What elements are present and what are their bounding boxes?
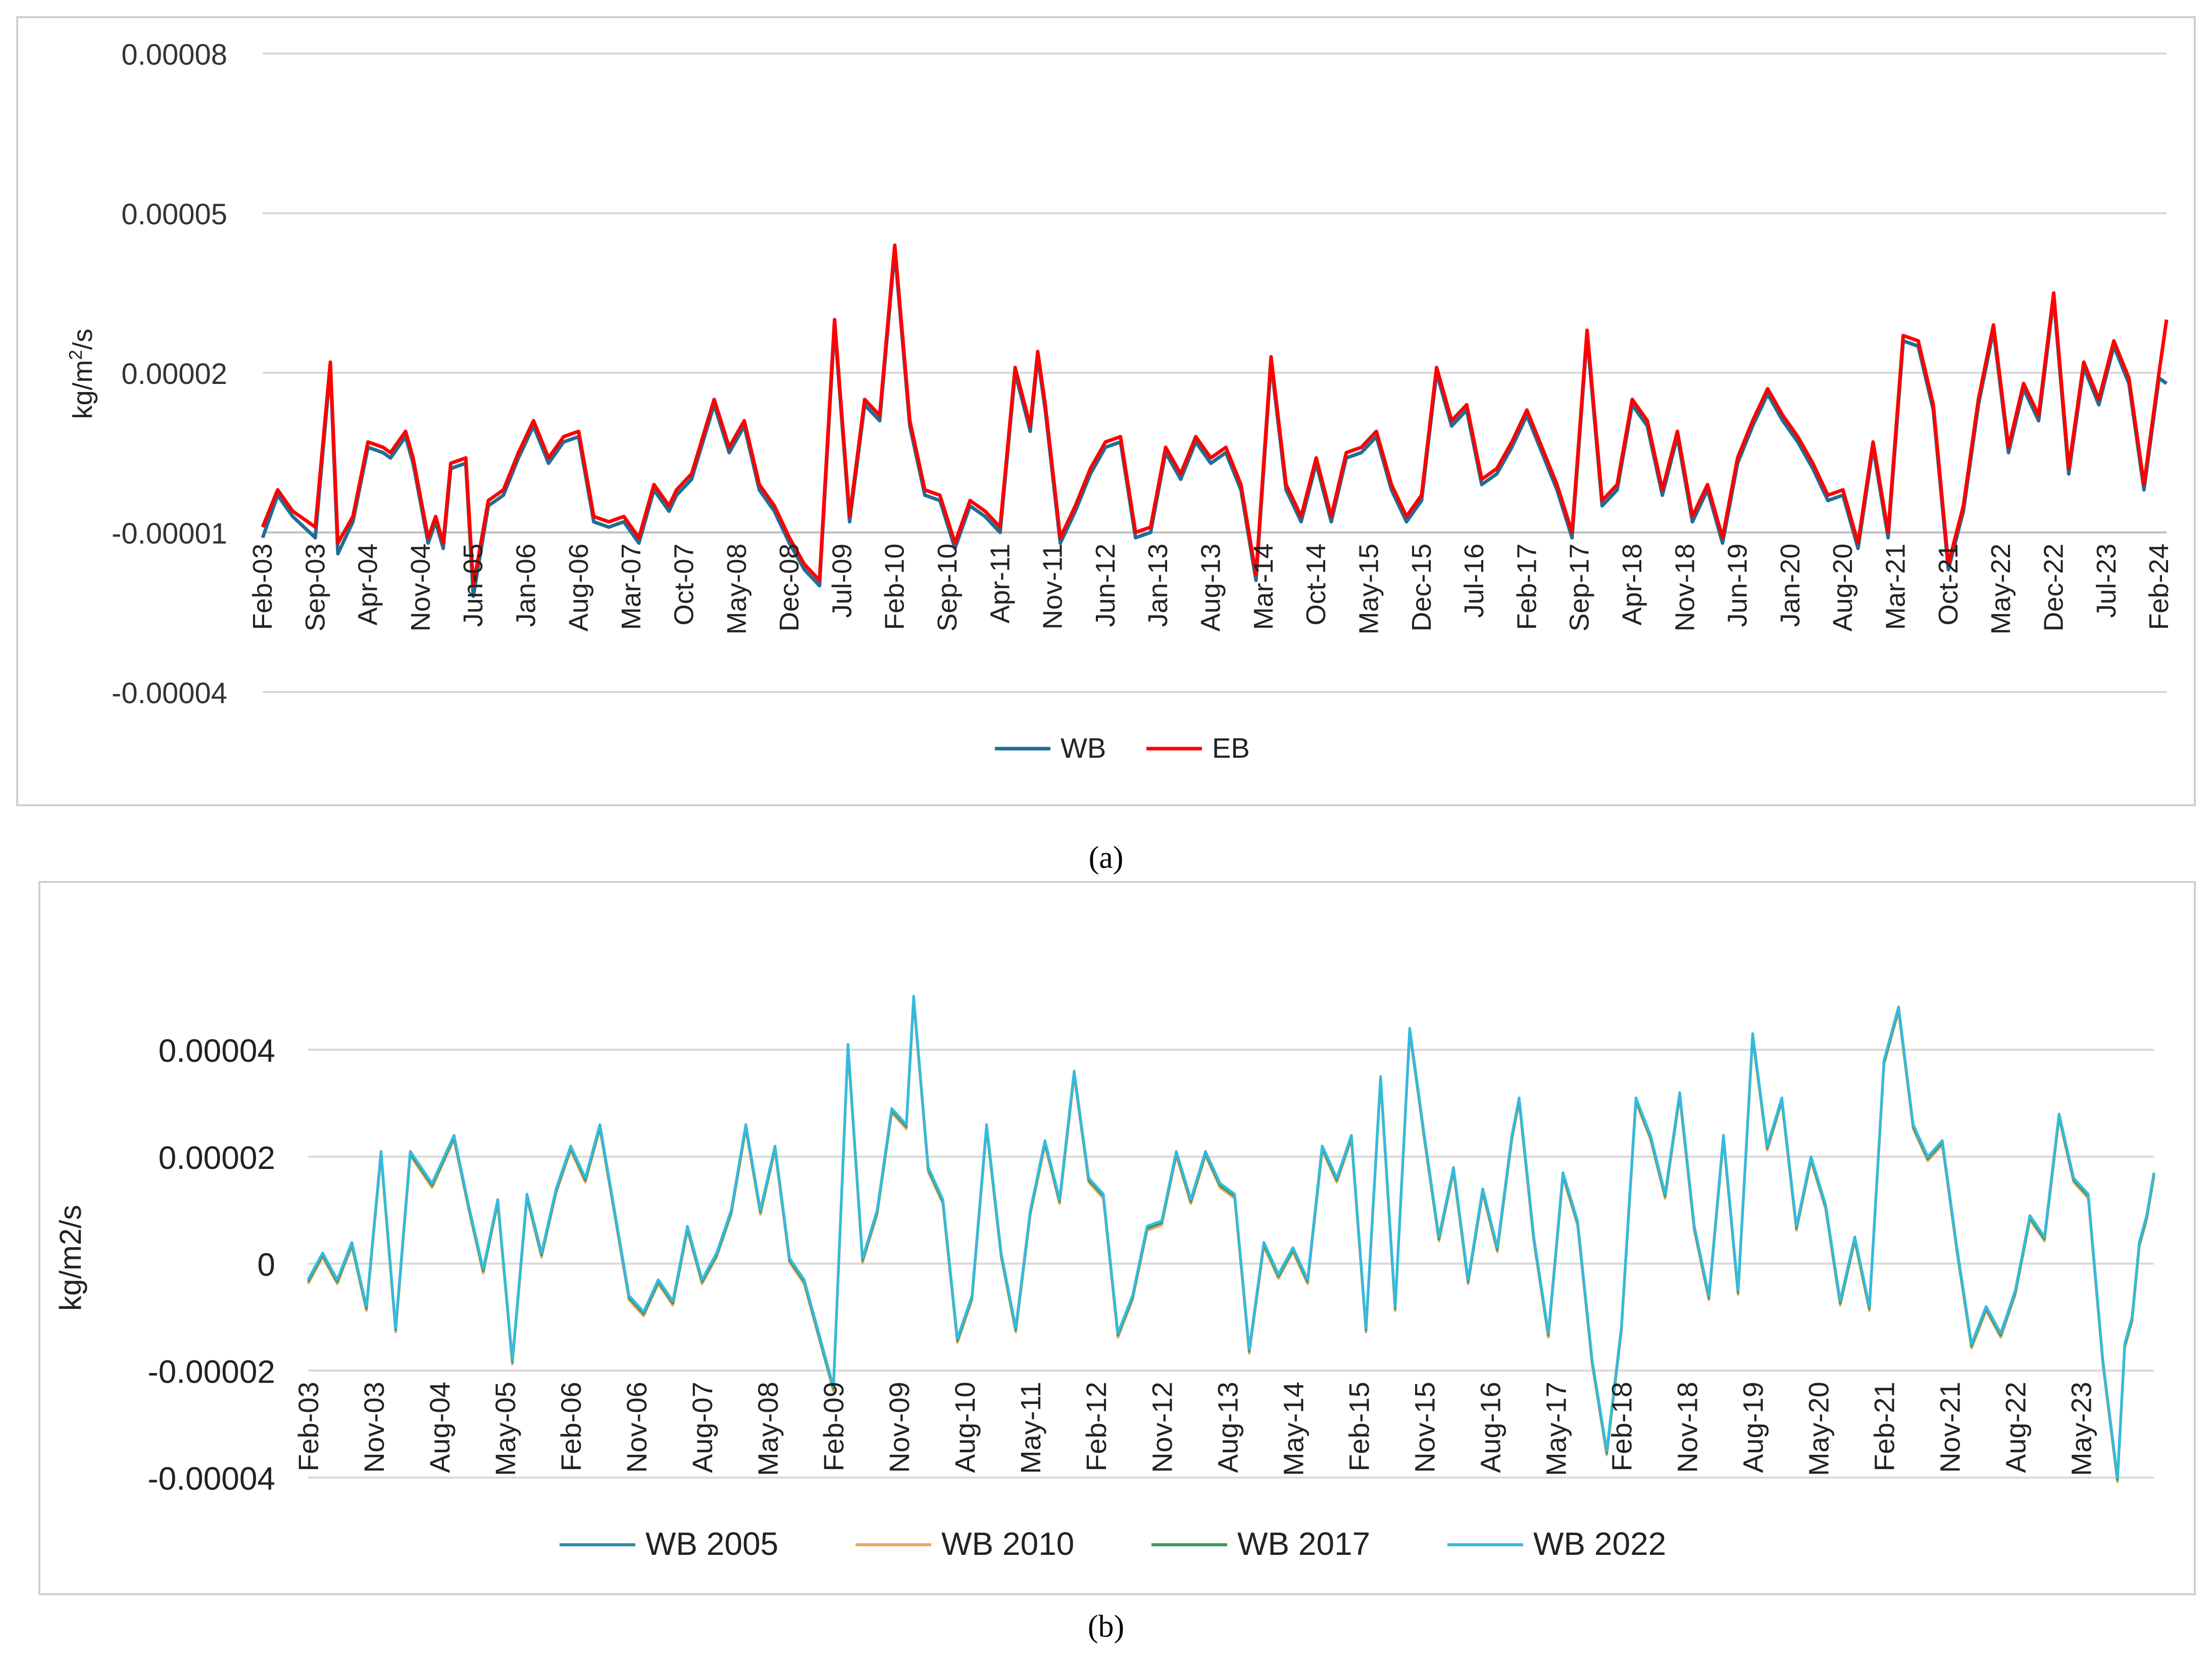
x-tick-label-a: Aug-20 xyxy=(1828,544,1858,631)
x-tick-label-b: Feb-18 xyxy=(1605,1382,1637,1471)
x-tick-label-a: Dec-15 xyxy=(1406,544,1437,631)
panel-b-frame xyxy=(38,881,2196,1595)
x-tick-label-b: Feb-06 xyxy=(555,1382,587,1471)
x-tick-label-a: Jun-12 xyxy=(1090,544,1121,627)
x-tick-label-b: Nov-15 xyxy=(1409,1382,1440,1473)
legend-label-wb-2017: WB 2017 xyxy=(1237,1526,1370,1562)
chart-a: -0.00004 -0.00001 0.00002 0.00005 0.00008 kg/… xyxy=(65,38,2175,764)
x-tick-label-a: Sep-10 xyxy=(932,544,963,631)
x-tick-label-a: Oct-14 xyxy=(1301,544,1331,625)
x-tick-label-a: Nov-18 xyxy=(1670,544,1700,631)
x-tick-label-a: Sep-03 xyxy=(300,544,330,631)
y-axis-label-a-tail: /s xyxy=(68,328,98,350)
y-tick-label-b: 0.00004 xyxy=(159,1033,275,1069)
x-tick-label-a: Jun-05 xyxy=(458,544,488,627)
y-axis-label-a-sup: 2 xyxy=(65,350,86,360)
x-tick-label-a: Jun-19 xyxy=(1723,544,1753,627)
legend-label-wb-2022: WB 2022 xyxy=(1533,1526,1666,1562)
y-axis-label-b: kg/m2/s xyxy=(54,1205,87,1311)
x-tick-label-a: Jan-13 xyxy=(1143,544,1173,627)
x-tick-label-a: Jul-09 xyxy=(827,544,857,618)
y-axis-label-a-base: kg/m xyxy=(68,360,98,419)
series-line-eb xyxy=(261,243,2169,587)
x-tick-label-a: Dec-08 xyxy=(774,544,805,631)
x-tick-label-b: Nov-21 xyxy=(1934,1382,1966,1473)
x-tick-label-a: Aug-13 xyxy=(1196,544,1226,631)
x-tick-label-b: Nov-18 xyxy=(1671,1382,1703,1473)
x-tick-label-a: Feb-17 xyxy=(1512,544,1542,630)
x-tick-label-a: Nov-04 xyxy=(406,544,436,631)
x-tick-label-a: May-08 xyxy=(722,544,752,634)
x-tick-label-b: May-23 xyxy=(2066,1382,2097,1476)
x-tick-label-b: Nov-12 xyxy=(1146,1382,1178,1473)
y-tick-label-b: 0 xyxy=(257,1247,275,1283)
x-tick-label-b: Feb-03 xyxy=(292,1382,324,1471)
x-tick-label-b: Nov-06 xyxy=(621,1382,652,1473)
x-tick-label-a: Apr-18 xyxy=(1617,544,1647,625)
legend-label-eb: EB xyxy=(1212,732,1250,764)
x-tick-label-b: May-08 xyxy=(752,1382,784,1476)
x-tick-label-a: Mar-07 xyxy=(616,544,646,630)
panel-a-frame xyxy=(16,16,2196,806)
y-tick-label-a: 0.00005 xyxy=(121,198,227,231)
x-tick-label-b: May-17 xyxy=(1540,1382,1572,1476)
y-tick-label-b: -0.00004 xyxy=(147,1460,275,1497)
x-tick-label-b: May-05 xyxy=(489,1382,521,1476)
x-tick-label-a: Nov-11 xyxy=(1038,544,1068,629)
caption-a: (a) xyxy=(1089,841,1124,875)
y-tick-label-a: 0.00002 xyxy=(121,358,227,390)
x-tick-label-a: Mar-14 xyxy=(1248,544,1279,630)
y-tick-label-b: -0.00002 xyxy=(147,1353,275,1390)
legend-label-wb: WB xyxy=(1061,732,1106,764)
y-axis-label-a: kg/m2/s xyxy=(65,328,98,419)
y-tick-label-a: 0.00008 xyxy=(121,38,227,71)
x-tick-label-a: Mar-21 xyxy=(1881,544,1911,630)
x-tick-label-b: Aug-07 xyxy=(686,1382,718,1473)
x-tick-label-a: Aug-06 xyxy=(564,544,594,631)
x-tick-label-a: Oct-07 xyxy=(669,544,699,625)
x-tick-label-a: Feb-24 xyxy=(2144,544,2174,630)
legend-label-wb-2010: WB 2010 xyxy=(941,1526,1074,1562)
x-tick-label-a: Sep-17 xyxy=(1565,544,1595,631)
x-tick-label-b: Feb-21 xyxy=(1868,1382,1900,1471)
x-tick-label-b: Nov-09 xyxy=(883,1382,915,1473)
x-tick-label-b: Aug-04 xyxy=(424,1382,456,1473)
x-tick-label-a: May-15 xyxy=(1353,544,1384,634)
x-tick-label-a: Jul-23 xyxy=(2091,544,2122,618)
x-tick-label-b: Nov-03 xyxy=(358,1382,390,1473)
x-tick-label-b: May-14 xyxy=(1277,1382,1309,1476)
x-tick-label-b: Feb-12 xyxy=(1080,1382,1112,1471)
x-tick-label-b: Aug-10 xyxy=(949,1382,981,1473)
x-tick-label-b: Aug-22 xyxy=(2000,1382,2032,1473)
x-tick-label-a: Feb-03 xyxy=(247,544,278,630)
x-tick-label-b: Aug-19 xyxy=(1737,1382,1769,1473)
x-tick-label-a: Jan-20 xyxy=(1775,544,1805,627)
x-tick-label-b: Aug-13 xyxy=(1212,1382,1243,1473)
x-tick-label-a: Jan-06 xyxy=(511,544,541,627)
y-tick-label-b: 0.00002 xyxy=(159,1140,275,1176)
x-tick-label-a: Oct-21 xyxy=(1933,544,1964,625)
series-line-wb-2022 xyxy=(307,995,2155,1479)
x-tick-label-b: Aug-16 xyxy=(1474,1382,1506,1473)
x-tick-label-a: Apr-04 xyxy=(353,544,383,625)
x-tick-label-b: Feb-15 xyxy=(1343,1382,1375,1471)
x-tick-label-a: Dec-22 xyxy=(2038,544,2069,631)
caption-b: (b) xyxy=(1088,1609,1124,1644)
x-tick-label-a: Apr-11 xyxy=(985,544,1015,623)
x-tick-label-b: Feb-09 xyxy=(818,1382,849,1471)
y-tick-label-a: -0.00001 xyxy=(112,517,227,550)
x-tick-label-a: Feb-10 xyxy=(880,544,910,630)
x-tick-label-b: May-11 xyxy=(1015,1382,1046,1474)
legend-label-wb-2005: WB 2005 xyxy=(645,1526,778,1562)
x-tick-label-a: May-22 xyxy=(1986,544,2016,634)
x-tick-label-b: May-20 xyxy=(1802,1382,1834,1476)
chart-b: -0.00004 -0.00002 0 0.00002 0.00004 kg/m2/s Fe… xyxy=(54,995,2155,1562)
y-tick-label-a: -0.00004 xyxy=(112,677,227,710)
x-tick-label-a: Jul-16 xyxy=(1459,544,1489,618)
